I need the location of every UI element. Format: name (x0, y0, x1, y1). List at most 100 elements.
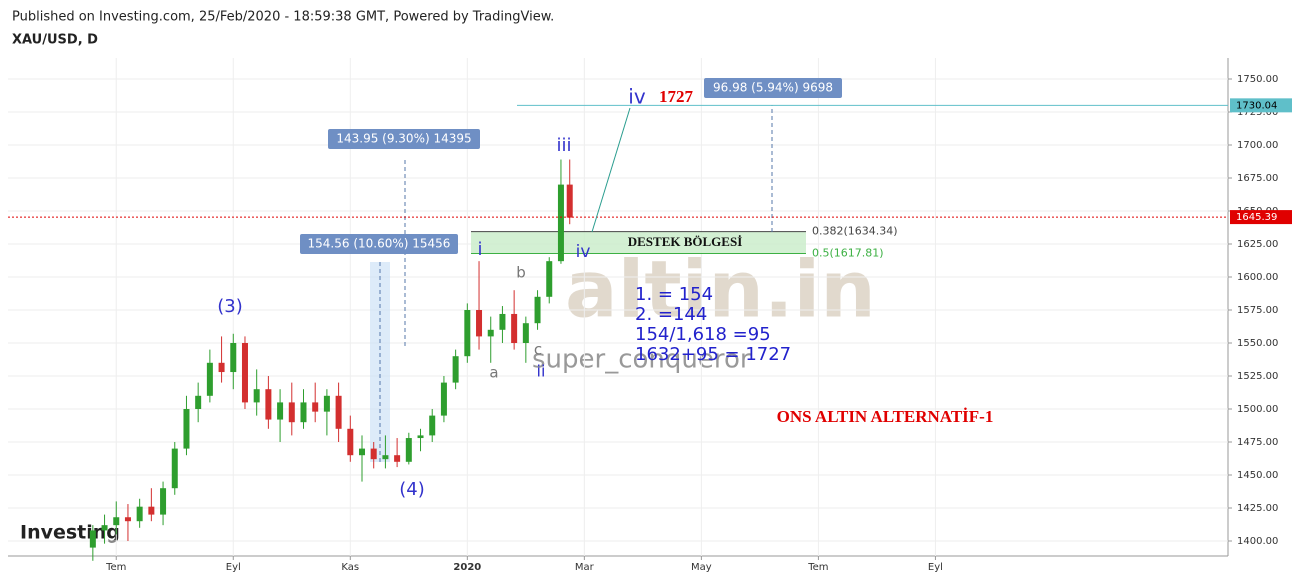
y-tick-label: 1550.00 (1237, 338, 1278, 349)
candle-body (476, 310, 483, 337)
candle-body (195, 395, 202, 409)
measure-box (300, 234, 458, 254)
measure-box (328, 129, 480, 149)
y-tick-label: 1675.00 (1237, 173, 1278, 184)
candle-body (148, 506, 155, 515)
y-tick-label: 1625.00 (1237, 239, 1278, 250)
note: 154/1,618 =95 (635, 324, 771, 345)
price-tag-label: 1645.39 (1236, 212, 1277, 223)
chart-title: ONS ALTIN ALTERNATİF-1 (777, 407, 994, 426)
x-tick-label: Eyl (928, 562, 943, 573)
note: 1632+95 = 1727 (635, 344, 791, 365)
x-tick-label: Mar (575, 562, 595, 573)
y-tick-label: 1475.00 (1237, 437, 1278, 448)
candle-body (312, 402, 319, 412)
candle-body (230, 343, 237, 373)
candle-body (265, 389, 272, 420)
wave-label: a (489, 364, 498, 382)
candle-body (160, 488, 167, 515)
watermark: altin.in (565, 245, 876, 335)
y-tick-label: 1575.00 (1237, 305, 1278, 316)
candle-body (499, 313, 506, 330)
symbol: XAU/USD, D (12, 33, 98, 48)
candle-body (300, 402, 307, 423)
x-tick-label: Tem (105, 562, 126, 573)
wave-label: b (516, 264, 526, 282)
measure-box (704, 78, 842, 98)
candle-body (417, 435, 424, 439)
x-tick-label: Kas (341, 562, 359, 573)
candle-body (440, 382, 447, 416)
candle-body (382, 455, 389, 460)
candle-body (429, 415, 436, 436)
wave-label: 1727 (659, 87, 694, 106)
candle-body (464, 310, 471, 357)
note: 1. = 154 (635, 284, 713, 305)
y-tick-label: 1425.00 (1237, 503, 1278, 514)
candle-body (359, 448, 366, 456)
candle-body (335, 395, 342, 429)
zone-label: DESTEK BÖLGESİ (628, 234, 743, 249)
y-tick-label: 1600.00 (1237, 272, 1278, 283)
candle-body (487, 329, 494, 337)
candle-body (183, 409, 190, 449)
x-tick-label: Tem (807, 562, 828, 573)
wave-label: iv (576, 242, 591, 262)
candle-body (511, 313, 518, 343)
y-tick-label: 1725.00 (1237, 107, 1278, 118)
y-tick-label: 1400.00 (1237, 536, 1278, 547)
candle-body (347, 428, 354, 456)
candle-body (566, 184, 573, 218)
note: 2. =144 (635, 304, 707, 325)
published: Published on Investing.com, 25/Feb/2020 … (12, 10, 554, 25)
candle-body (452, 356, 459, 383)
candle-body (546, 261, 553, 297)
candle-body (522, 323, 529, 343)
y-tick-label: 1500.00 (1237, 404, 1278, 415)
candle-body (288, 402, 295, 423)
wave-label: i (477, 239, 482, 260)
candle-body (218, 362, 225, 373)
candle-body (206, 362, 213, 396)
x-tick-label: 2020 (453, 562, 481, 573)
wave-label: (4) (399, 479, 425, 500)
candle-body (277, 402, 284, 420)
watermark: super_conqueror (532, 345, 751, 375)
candle-body (323, 395, 330, 412)
candle-body (534, 296, 541, 324)
candle-body (113, 517, 120, 526)
y-tick-label: 1450.00 (1237, 470, 1278, 481)
candle-body (241, 343, 248, 403)
wave-label: ii (537, 362, 546, 381)
candle-body (136, 506, 143, 522)
wave-label: iii (556, 135, 571, 156)
measure-label: 143.95 (9.30%) 14395 (336, 132, 471, 146)
measure-label: 96.98 (5.94%) 9698 (713, 81, 833, 95)
measure-label: 154.56 (10.60%) 15456 (308, 237, 451, 251)
candle-body (557, 184, 564, 262)
support-zone (471, 231, 806, 254)
candle-body (101, 525, 108, 531)
candle-body (405, 438, 412, 462)
candle-body (171, 448, 178, 489)
wave-label: (3) (217, 296, 243, 317)
y-tick-label: 1525.00 (1237, 371, 1278, 382)
wave-label: iv (628, 85, 646, 109)
price-tag-label: 1730.04 (1236, 100, 1277, 111)
candle-body (370, 448, 377, 460)
candle-body (124, 517, 131, 522)
fib-label: 0.5(1617.81) (812, 246, 884, 259)
fib-label: 0.382(1634.34) (812, 225, 898, 238)
candle-body (89, 530, 96, 548)
wave-label: c (534, 341, 542, 359)
wave-line (591, 107, 631, 233)
candle-body (394, 455, 401, 462)
x-tick-label: May (691, 562, 712, 573)
y-tick-label: 1750.00 (1237, 74, 1278, 85)
y-tick-label: 1700.00 (1237, 140, 1278, 151)
candle-body (253, 389, 260, 403)
x-tick-label: Eyl (226, 562, 241, 573)
price-tag (1230, 210, 1292, 225)
